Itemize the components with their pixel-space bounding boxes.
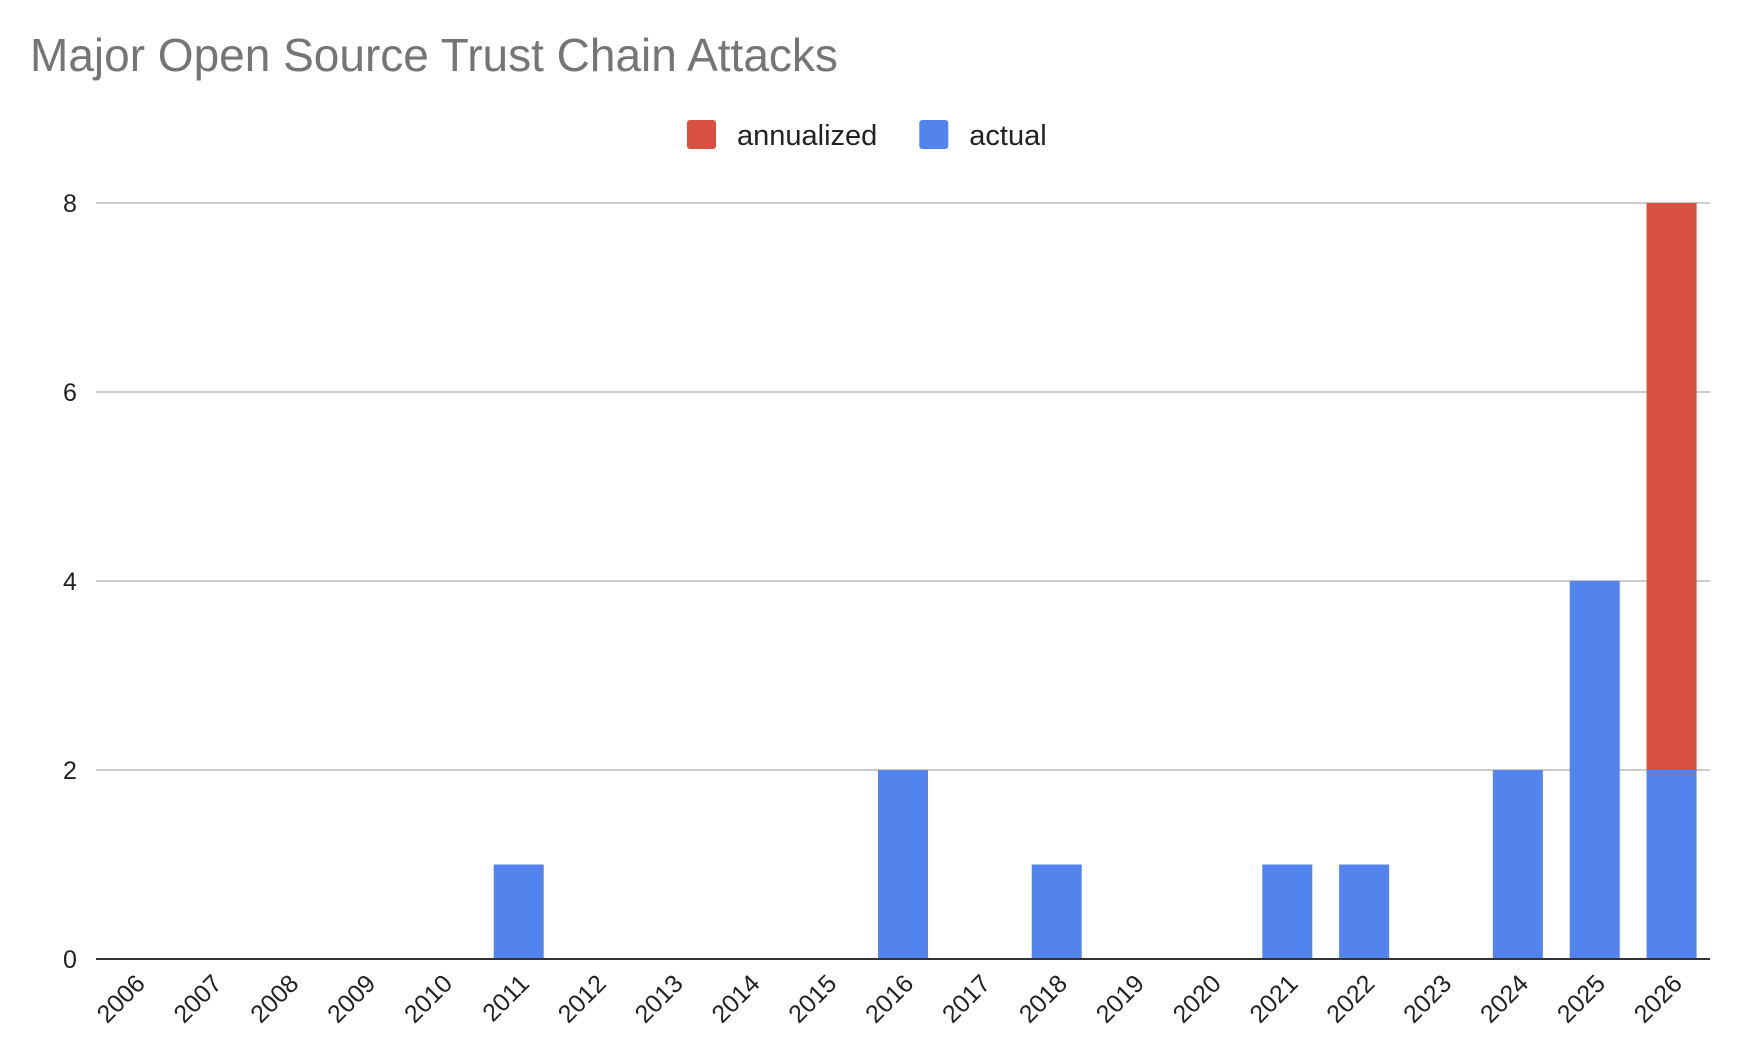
legend-swatch-annualized — [687, 120, 716, 149]
x-tick-label: 2006 — [92, 969, 151, 1028]
x-tick-label: 2018 — [1014, 969, 1073, 1028]
x-tick-label: 2022 — [1321, 969, 1380, 1028]
y-tick-label: 4 — [63, 568, 77, 596]
x-tick-label: 2016 — [860, 969, 919, 1028]
x-tick-label: 2024 — [1475, 969, 1534, 1028]
bar-actual-2022 — [1339, 864, 1390, 959]
bars — [493, 203, 1697, 959]
x-tick-label: 2021 — [1244, 969, 1303, 1028]
bar-actual-2025 — [1569, 581, 1620, 959]
y-tick-label: 8 — [63, 190, 77, 218]
x-tick-label: 2010 — [399, 969, 458, 1028]
bar-actual-2018 — [1031, 864, 1082, 959]
x-tick-label: 2014 — [706, 969, 765, 1028]
bar-actual-2024 — [1492, 770, 1543, 959]
x-tick-label: 2023 — [1398, 969, 1457, 1028]
x-tick-label: 2008 — [245, 969, 304, 1028]
x-tick-label: 2025 — [1552, 969, 1611, 1028]
bar-annualized-2026 — [1646, 203, 1697, 770]
y-tick-label: 2 — [63, 757, 77, 785]
x-tick-label: 2011 — [477, 969, 535, 1027]
gridlines — [96, 202, 1710, 771]
x-tick-label: 2020 — [1168, 969, 1227, 1028]
x-tick-label: 2017 — [937, 969, 996, 1028]
x-tick-label: 2026 — [1629, 969, 1688, 1028]
bar-actual-2021 — [1262, 864, 1313, 959]
y-tick-label: 6 — [63, 379, 77, 407]
bar-actual-2011 — [493, 864, 544, 959]
x-tick-label: 2009 — [322, 969, 381, 1028]
legend: annualized actual — [687, 120, 1047, 152]
x-axis-ticks: 2006 2007 2008 2009 2010 2011 2012 2013 2014 2015… — [92, 969, 1688, 1028]
y-axis-ticks: 0 2 4 6 8 — [63, 190, 77, 974]
legend-swatch-actual — [919, 120, 949, 149]
x-tick-label: 2015 — [783, 969, 842, 1028]
bar-actual-2026 — [1646, 770, 1697, 959]
chart-title: Major Open Source Trust Chain Attacks — [30, 29, 838, 81]
x-tick-label: 2019 — [1091, 969, 1150, 1028]
y-tick-label: 0 — [63, 946, 77, 974]
bar-actual-2016 — [878, 770, 928, 959]
x-tick-label: 2013 — [630, 969, 689, 1028]
x-tick-label: 2007 — [168, 969, 227, 1028]
x-tick-label: 2012 — [553, 969, 612, 1028]
legend-label-annualized: annualized — [737, 120, 877, 152]
legend-label-actual: actual — [969, 120, 1046, 152]
